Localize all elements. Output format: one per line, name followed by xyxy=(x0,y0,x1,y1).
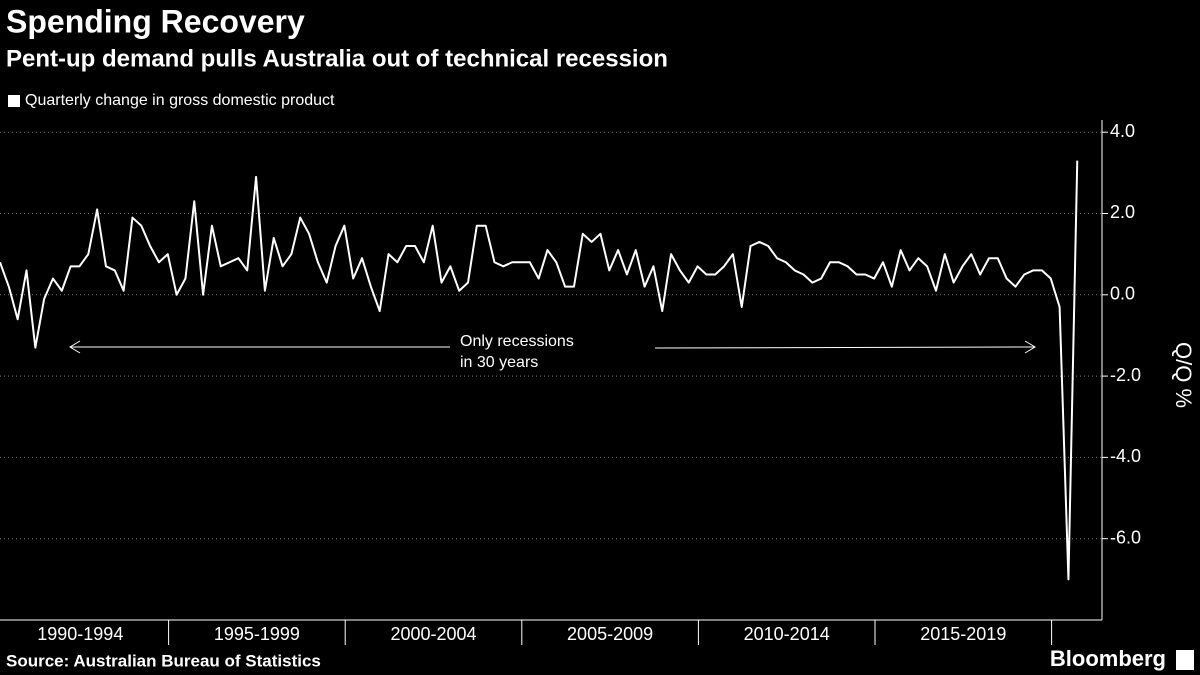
annotation: Only recessions xyxy=(460,333,574,350)
annotation-arrows xyxy=(69,340,1036,354)
y-tick-label: -6.0 xyxy=(1110,527,1141,547)
y-tick-label: -2.0 xyxy=(1110,365,1141,385)
y-tick-label: 0.0 xyxy=(1110,284,1135,304)
x-tick-label: 1990-1994 xyxy=(37,624,123,644)
x-tick-label: 2010-2014 xyxy=(744,624,830,644)
legend-swatch xyxy=(8,95,20,107)
y-tick-label: 2.0 xyxy=(1110,202,1135,222)
brand-icon xyxy=(1176,650,1194,670)
x-tick-label: 2000-2004 xyxy=(390,624,476,644)
data-line xyxy=(0,160,1079,581)
brand: Bloomberg xyxy=(1050,646,1166,671)
y-tick-label: 4.0 xyxy=(1110,121,1135,141)
y-axis-label: Q/Q % xyxy=(1171,342,1196,408)
x-tick-label: 1995-1999 xyxy=(214,624,300,644)
chart-subtitle: Pent-up demand pulls Australia out of te… xyxy=(6,45,668,72)
source: Source: Australian Bureau of Statistics xyxy=(6,651,321,670)
x-tick-label: 2015-2019 xyxy=(920,624,1006,644)
y-tick-label: -4.0 xyxy=(1110,446,1141,466)
legend-label: Quarterly change in gross domestic produ… xyxy=(25,92,335,109)
x-tick-label: 2005-2009 xyxy=(567,624,653,644)
chart-title: Spending Recovery xyxy=(6,3,305,39)
annotation: in 30 years xyxy=(460,354,538,371)
